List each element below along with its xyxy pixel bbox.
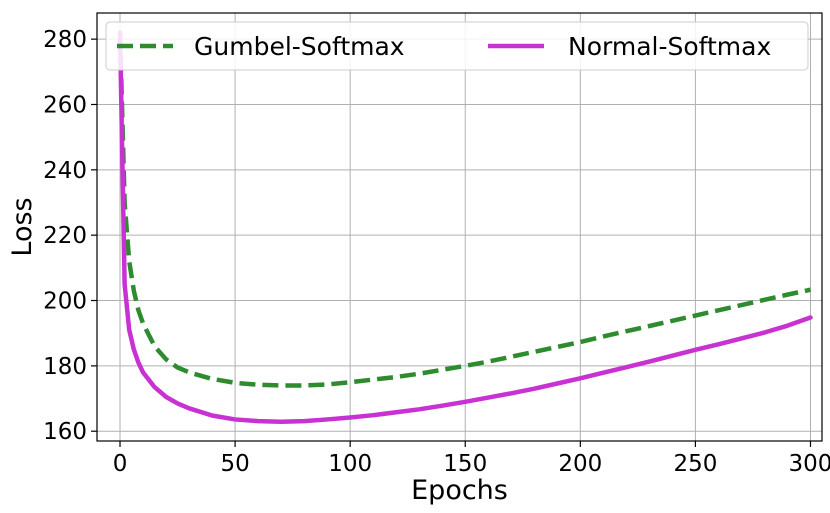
- y-tick-label: 220: [43, 223, 87, 249]
- y-tick-label: 160: [43, 419, 87, 445]
- y-tick-label: 240: [43, 158, 87, 184]
- y-tick-label: 280: [43, 27, 87, 53]
- y-tick-label: 180: [43, 354, 87, 380]
- y-tick-label: 200: [43, 289, 87, 315]
- legend-label-normal-softmax: Normal-Softmax: [568, 32, 771, 61]
- x-tick-label: 150: [443, 451, 487, 477]
- legend-box: [105, 21, 809, 71]
- x-tick-label: 0: [113, 451, 128, 477]
- x-tick-label: 300: [789, 451, 830, 477]
- x-tick-label: 250: [673, 451, 717, 477]
- x-tick-label: 100: [328, 451, 372, 477]
- y-axis-label: Loss: [7, 197, 38, 256]
- series-line-normal-softmax: [117, 30, 813, 424]
- x-tick-label: 200: [558, 451, 602, 477]
- series-lines: [117, 30, 813, 424]
- series-line-gumbel-softmax: [117, 32, 811, 388]
- plot-frame: [96, 12, 823, 442]
- legend: Gumbel-Softmax Normal-Softmax: [105, 21, 809, 71]
- x-axis-label: Epochs: [411, 475, 508, 506]
- legend-label-gumbel-softmax: Gumbel-Softmax: [194, 32, 405, 61]
- x-tick-label: 50: [220, 451, 249, 477]
- ticks: 0 50 100 150 200 250 300 160 180 200 220 240 260 280: [43, 27, 830, 477]
- y-tick-label: 260: [43, 92, 87, 118]
